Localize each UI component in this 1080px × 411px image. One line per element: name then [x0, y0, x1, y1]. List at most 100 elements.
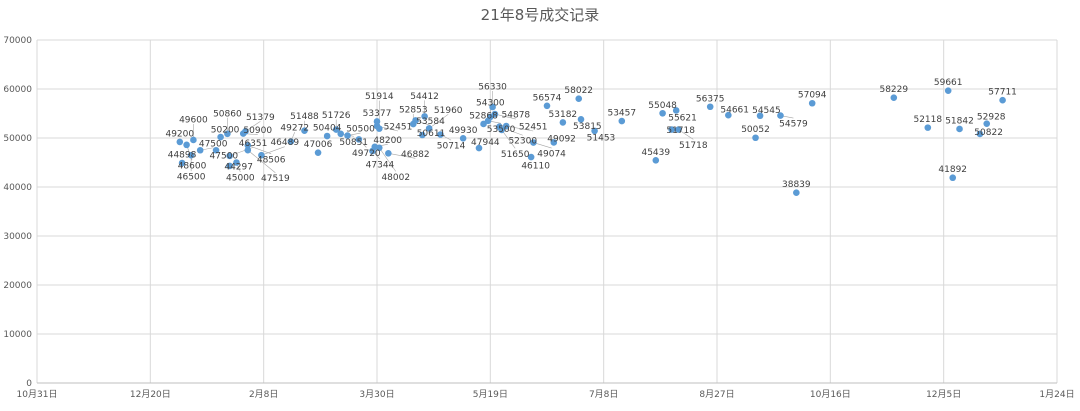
- y-tick-label: 30000: [3, 232, 32, 242]
- x-tick-label: 8月27日: [699, 389, 734, 400]
- data-label: 49200: [165, 129, 194, 139]
- data-point: [385, 149, 392, 157]
- data-point: [956, 125, 963, 133]
- data-point: [577, 116, 585, 123]
- data-point: [217, 133, 224, 141]
- data-point: [419, 131, 426, 139]
- data-point: [314, 149, 322, 156]
- data-label: 54661: [720, 105, 749, 115]
- data-point: [475, 144, 483, 152]
- data-point: [287, 138, 295, 145]
- data-label: 52300: [508, 137, 537, 147]
- label-leader-line: [501, 129, 516, 149]
- data-label: 51379: [246, 113, 275, 123]
- y-tick-label: 70000: [3, 36, 32, 46]
- data-point: [756, 112, 764, 120]
- data-label: 50052: [741, 125, 770, 135]
- data-label: 47500: [199, 139, 228, 149]
- data-label: 53377: [363, 109, 392, 119]
- data-label: 51650: [501, 150, 530, 160]
- y-tick-label: 50000: [3, 134, 32, 144]
- data-label: 51726: [322, 111, 351, 121]
- data-label: 56375: [696, 94, 725, 104]
- data-point: [777, 112, 784, 119]
- data-point: [355, 136, 363, 143]
- data-label: 41892: [938, 165, 967, 175]
- data-point: [550, 139, 558, 146]
- data-label: 48200: [373, 136, 402, 146]
- data-point: [618, 117, 626, 125]
- data-point: [421, 113, 428, 120]
- data-point: [944, 87, 952, 94]
- data-label: 49600: [179, 115, 208, 125]
- data-point: [244, 146, 252, 154]
- data-point: [437, 131, 444, 138]
- label-leader-line: [379, 147, 397, 172]
- data-label: 54878: [502, 111, 531, 121]
- data-label: 50822: [974, 128, 1003, 138]
- data-label: 45000: [226, 173, 255, 183]
- data-label: 56574: [533, 93, 562, 103]
- data-label: 51960: [434, 106, 463, 116]
- data-label: 53500: [487, 125, 516, 135]
- data-label: 47944: [471, 138, 500, 148]
- y-tick-label: 20000: [3, 281, 32, 291]
- data-point: [543, 102, 551, 110]
- data-label: 48506: [257, 155, 286, 165]
- data-point: [890, 94, 898, 101]
- data-point: [226, 162, 233, 170]
- data-point: [752, 134, 759, 142]
- data-label: 53815: [573, 122, 602, 132]
- data-label: 55048: [648, 101, 677, 111]
- data-point: [491, 110, 499, 118]
- data-point: [502, 122, 510, 130]
- data-point: [242, 127, 249, 135]
- x-tick-label: 1月24日: [1039, 389, 1074, 400]
- data-point: [459, 135, 467, 142]
- data-label: 54300: [476, 98, 505, 108]
- data-label: 51718: [666, 126, 695, 136]
- data-point: [412, 117, 419, 124]
- data-label: 44297: [224, 162, 253, 172]
- data-label: 53457: [607, 109, 636, 119]
- data-label: 51453: [587, 134, 616, 144]
- data-label: 50714: [437, 142, 466, 152]
- data-label: 48002: [381, 173, 410, 183]
- y-tick-label: 10000: [3, 330, 32, 340]
- data-label: 50851: [339, 138, 368, 148]
- data-point: [190, 136, 197, 144]
- chart-title: 21年8号成交记录: [481, 6, 600, 24]
- data-label: 59661: [934, 78, 963, 88]
- data-label: 38839: [782, 180, 811, 190]
- data-label: 51488: [290, 112, 319, 122]
- data-point: [332, 126, 340, 133]
- data-label: 56330: [478, 82, 507, 92]
- data-point: [489, 103, 496, 111]
- data-point: [337, 130, 345, 138]
- data-point: [706, 103, 714, 111]
- data-label: 51842: [945, 116, 974, 126]
- data-point: [176, 138, 184, 146]
- x-tick-label: 3月30日: [359, 389, 394, 400]
- data-point: [725, 111, 732, 119]
- data-point: [808, 99, 816, 107]
- data-label: 55621: [668, 113, 697, 123]
- data-label: 50900: [243, 126, 272, 136]
- data-label: 54545: [752, 106, 781, 116]
- data-label: 58229: [879, 85, 908, 95]
- x-tick-label: 2月8日: [249, 389, 278, 400]
- data-point: [212, 146, 220, 154]
- label-leader-line: [506, 125, 534, 132]
- data-label: 57711: [988, 88, 1017, 98]
- data-label: 47519: [261, 174, 290, 184]
- data-point: [196, 146, 204, 154]
- data-label: 51718: [679, 141, 708, 151]
- data-point: [559, 119, 567, 126]
- data-point: [226, 152, 233, 160]
- data-label: 51914: [365, 92, 394, 102]
- data-point: [675, 126, 682, 133]
- data-label: 47006: [304, 140, 333, 150]
- data-label: 58022: [564, 86, 593, 96]
- y-tick-label: 60000: [3, 85, 32, 95]
